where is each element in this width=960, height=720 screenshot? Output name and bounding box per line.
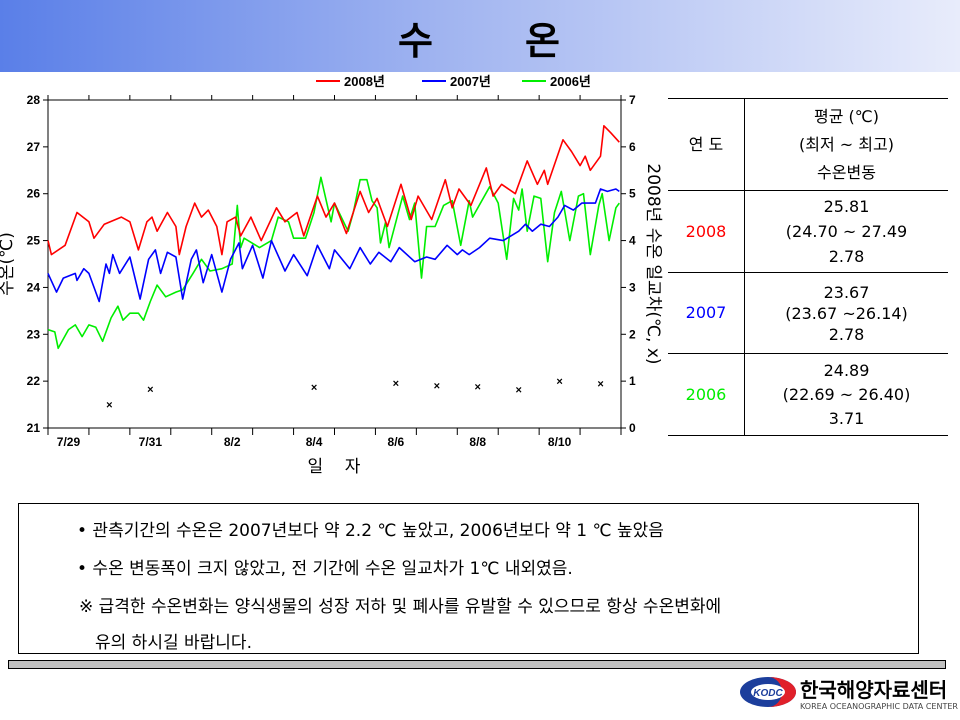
daily-range-marker: × (556, 376, 562, 388)
x-tick-label: 8/6 (388, 435, 405, 449)
series-lines (47, 125, 620, 350)
plot-frame (47, 99, 622, 429)
y-tick-label: 24 (27, 280, 41, 294)
y-axis-title: 수온(℃) (0, 232, 17, 296)
x-tick-label: 7/29 (57, 435, 81, 449)
daily-range-marker: × (434, 380, 440, 392)
kodc-logo: KODC 한국해양자료센터 KOREA OCEANOGRAPHIC DATA C… (738, 672, 958, 716)
y2-tick-label: 2 (629, 327, 636, 341)
daily-range-markers: × × × × × × × × × (106, 376, 604, 411)
year-2007: 2007 (668, 272, 745, 354)
table-row: 2006 24.89 (22.69 ~ 26.40) 3.71 (668, 353, 948, 436)
y2-tick-label: 1 (629, 374, 636, 388)
daily-range-marker: × (311, 382, 317, 394)
table-row: 2007 23.67 (23.67 ~26.14) 2.78 (668, 272, 948, 354)
header-mean: 평균 (℃) (814, 106, 879, 126)
title-part-1: 수 (398, 19, 435, 63)
header-year: 연 도 (668, 98, 745, 191)
header-range: (최저 ~ 최고) (799, 134, 894, 154)
stats-2008: 25.81 (24.70 ~ 27.49 2.78 (744, 190, 948, 273)
year-2008: 2008 (668, 190, 745, 273)
table-header-row: 연 도 평균 (℃) (최저 ~ 최고) 수온변동 (668, 98, 948, 191)
logo-name-ko: 한국해양자료센터 (800, 678, 948, 702)
daily-range-marker: × (106, 400, 112, 412)
notes-box: • 관측기간의 수온은 2007년보다 약 2.2 ℃ 높았고, 2006년보다… (18, 503, 919, 654)
legend-label: 2008년 (344, 74, 385, 89)
legend-label: 2006년 (550, 74, 591, 89)
y2-tick-label: 4 (629, 234, 636, 248)
water-temperature-chart: 2008년 2007년 2006년 212223242526272801234567… (0, 74, 663, 477)
y2-axis-title: 2008년 수온 일교차(℃, x) (643, 163, 663, 364)
y2-tick-label: 7 (629, 93, 636, 107)
stats-2007: 23.67 (23.67 ~26.14) 2.78 (744, 272, 948, 354)
y2-tick-label: 0 (629, 421, 636, 435)
footer-divider-bar (8, 660, 946, 669)
title-part-2: 온 (525, 19, 562, 63)
mean-value: 23.67 (823, 282, 870, 302)
stats-table: 연 도 평균 (℃) (최저 ~ 최고) 수온변동 2008 25.81 (24… (668, 98, 948, 436)
range-value: (24.70 ~ 27.49 (785, 222, 908, 241)
series-line-2008 (47, 125, 620, 256)
mean-value: 25.81 (823, 197, 870, 216)
legend: 2008년 2007년 2006년 (316, 74, 591, 89)
series-line-2007 (47, 188, 620, 303)
y-tick-label: 21 (27, 421, 41, 435)
y-tick-label: 25 (27, 234, 41, 248)
x-tick-label: 8/2 (224, 435, 241, 449)
daily-range-marker: × (515, 385, 521, 397)
stats-2006: 24.89 (22.69 ~ 26.40) 3.71 (744, 353, 948, 436)
range-value: (22.69 ~ 26.40) (782, 384, 911, 404)
logo-mark-text: KODC (753, 688, 783, 699)
note-line-3: ※ 급격한 수온변화는 양식생물의 성장 저하 및 폐사를 유발할 수 있으므로… (79, 597, 722, 617)
logo-name-en: KOREA OCEANOGRAPHIC DATA CENTER (800, 702, 958, 711)
kodc-emblem-icon: KODC (740, 677, 796, 707)
daily-range-marker: × (475, 381, 481, 393)
note-line-4: 유의 하시길 바랍니다. (95, 633, 252, 653)
daily-range-marker: × (393, 378, 399, 390)
header-variation: 수온변동 (817, 162, 876, 182)
header-banner (0, 0, 960, 72)
daily-range-marker: × (597, 378, 603, 390)
range-value: (23.67 ~26.14) (785, 303, 908, 323)
legend-label: 2007년 (450, 74, 491, 89)
x-tick-label: 8/4 (306, 435, 323, 449)
y-tick-label: 22 (27, 374, 41, 388)
x-tick-label: 7/31 (139, 435, 163, 449)
variation-value: 2.78 (828, 247, 865, 266)
note-line-2: • 수온 변동폭이 크지 않았고, 전 기간에 수온 일교차가 1℃ 내외였음. (77, 559, 573, 579)
y-tick-label: 28 (27, 93, 41, 107)
variation-value: 2.78 (828, 324, 865, 344)
year-2006: 2006 (668, 353, 745, 436)
y2-tick-label: 3 (629, 280, 636, 294)
x-tick-label: 8/8 (469, 435, 486, 449)
y2-tick-label: 6 (629, 140, 636, 154)
header-stats: 평균 (℃) (최저 ~ 최고) 수온변동 (744, 98, 948, 191)
x-axis-title: 일 자 (308, 457, 361, 477)
series-line-2006 (47, 176, 620, 350)
y-tick-label: 23 (27, 327, 41, 341)
mean-value: 24.89 (823, 360, 870, 380)
table-row: 2008 25.81 (24.70 ~ 27.49 2.78 (668, 190, 948, 273)
daily-range-marker: × (147, 384, 153, 396)
variation-value: 3.71 (828, 408, 865, 428)
note-line-1: • 관측기간의 수온은 2007년보다 약 2.2 ℃ 높았고, 2006년보다… (77, 521, 664, 541)
y-tick-label: 27 (27, 140, 41, 154)
y-tick-label: 26 (27, 187, 41, 201)
y2-tick-label: 5 (629, 187, 636, 201)
x-tick-label: 8/10 (548, 435, 572, 449)
